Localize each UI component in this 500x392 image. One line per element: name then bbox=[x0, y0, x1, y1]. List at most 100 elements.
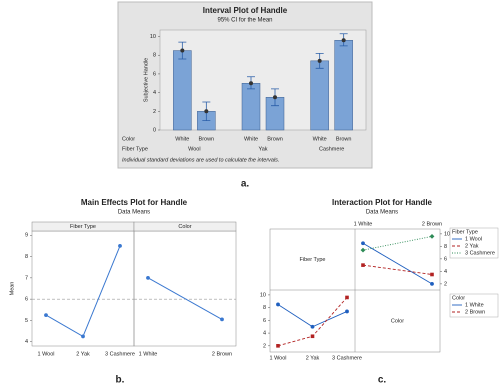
marker bbox=[276, 302, 280, 307]
chart-title: Interaction Plot for Handle bbox=[332, 198, 433, 207]
bar bbox=[310, 60, 329, 131]
marker bbox=[360, 247, 366, 253]
legend-label: 2 Yak bbox=[465, 243, 479, 249]
y-tick-label: 10 bbox=[444, 231, 450, 237]
mean-point bbox=[249, 81, 253, 86]
y-tick-label: 0 bbox=[153, 127, 156, 133]
bar bbox=[334, 40, 353, 131]
bar bbox=[173, 50, 192, 131]
row-label: Color bbox=[122, 136, 135, 142]
x-tick-label: 2 Brown bbox=[422, 221, 442, 227]
x-tick-label: 1 Wool bbox=[37, 351, 54, 357]
series-line bbox=[277, 297, 348, 347]
marker bbox=[430, 272, 434, 277]
chart-title: Main Effects Plot for Handle bbox=[81, 198, 188, 207]
y-tick-label: 4 bbox=[153, 90, 156, 96]
x-tick-label: 2 Yak bbox=[306, 355, 320, 361]
y-tick-label: 4 bbox=[263, 331, 266, 337]
x-tick-label: 3 Cashmere bbox=[332, 355, 362, 361]
y-tick-label: 2 bbox=[263, 343, 266, 349]
caption: a. bbox=[241, 179, 250, 190]
mean-point bbox=[204, 109, 209, 114]
y-axis-label: Subjective Handle bbox=[143, 58, 149, 102]
chart-subtitle: 95% CI for the Mean bbox=[217, 18, 272, 24]
y-tick-label: 2 bbox=[444, 281, 447, 287]
y-tick-label: 6 bbox=[444, 256, 447, 262]
y-tick-label: 9 bbox=[25, 233, 28, 239]
y-tick-label: 8 bbox=[25, 254, 28, 260]
x-tick-label: 1 Wool bbox=[269, 355, 286, 361]
group-label: Yak bbox=[258, 146, 267, 152]
row-label: Fiber Type bbox=[122, 146, 148, 152]
y-tick-label: 5 bbox=[25, 318, 28, 324]
panel-title: Fiber Type bbox=[70, 224, 96, 230]
legend-box bbox=[449, 293, 499, 318]
category-label: Brown bbox=[199, 136, 215, 142]
y-tick-label: 6 bbox=[25, 297, 28, 303]
plot-area bbox=[159, 29, 367, 131]
y-tick-label: 10 bbox=[150, 34, 156, 40]
marker bbox=[310, 324, 315, 329]
series-line bbox=[277, 304, 348, 328]
chart-title: Interval Plot of Handle bbox=[203, 6, 288, 15]
marker bbox=[220, 317, 224, 322]
caption: b. bbox=[116, 375, 125, 386]
category-label: White bbox=[175, 136, 189, 142]
y-tick-label: 8 bbox=[263, 305, 266, 311]
group-label: Cashmere bbox=[319, 146, 344, 152]
panel-header bbox=[133, 221, 237, 232]
category-label: Brown bbox=[336, 136, 352, 142]
series-line bbox=[362, 242, 433, 285]
marker bbox=[146, 275, 150, 280]
mean-point bbox=[180, 48, 185, 53]
group-label: Wool bbox=[188, 146, 200, 152]
marker bbox=[361, 263, 365, 267]
y-tick-label: 4 bbox=[444, 269, 447, 275]
marker bbox=[310, 334, 315, 339]
y-tick-label: 8 bbox=[153, 53, 156, 59]
x-tick-label: 1 White bbox=[139, 351, 158, 357]
marker bbox=[361, 241, 365, 246]
bar bbox=[241, 83, 261, 131]
y-tick-label: 7 bbox=[25, 275, 28, 281]
category-label: White bbox=[244, 136, 258, 142]
legend-label: 1 Wool bbox=[465, 236, 482, 242]
cell-label: Fiber Type bbox=[300, 257, 326, 263]
y-tick-label: 6 bbox=[153, 71, 156, 77]
panel-title: Color bbox=[178, 224, 191, 230]
marker bbox=[429, 233, 435, 239]
category-label: White bbox=[313, 136, 327, 142]
legend-label: 2 Brown bbox=[465, 309, 485, 315]
footnote: Individual standard deviations are used … bbox=[122, 157, 279, 163]
category-label: Brown bbox=[267, 136, 283, 142]
y-tick-label: 2 bbox=[153, 109, 156, 115]
marker bbox=[345, 295, 349, 300]
y-tick-label: 6 bbox=[263, 318, 266, 324]
marker bbox=[345, 309, 349, 314]
x-tick-label: 2 Brown bbox=[212, 351, 232, 357]
y-tick-label: 4 bbox=[25, 339, 28, 345]
legend-label: 1 White bbox=[465, 302, 484, 308]
y-tick-label: 8 bbox=[444, 244, 447, 250]
mean-point bbox=[273, 95, 277, 100]
y-axis-label: Mean bbox=[9, 282, 15, 296]
line bbox=[147, 277, 223, 320]
marker bbox=[118, 244, 122, 248]
mean-point bbox=[341, 38, 346, 43]
mean-point bbox=[317, 58, 322, 63]
series-line bbox=[362, 235, 433, 251]
panel bbox=[133, 230, 237, 347]
x-tick-label: 3 Cashmere bbox=[105, 351, 135, 357]
x-tick-label: 2 Yak bbox=[76, 351, 90, 357]
y-tick-label: 10 bbox=[260, 292, 266, 298]
x-tick-label: 1 White bbox=[354, 221, 373, 227]
caption: c. bbox=[378, 375, 387, 386]
marker bbox=[81, 334, 85, 339]
legend-title: Fiber Type bbox=[452, 229, 478, 235]
chart-subtitle: Data Means bbox=[118, 210, 150, 216]
marker bbox=[276, 344, 280, 348]
legend-title: Color bbox=[452, 295, 465, 301]
line bbox=[45, 245, 121, 338]
marker bbox=[44, 313, 48, 318]
